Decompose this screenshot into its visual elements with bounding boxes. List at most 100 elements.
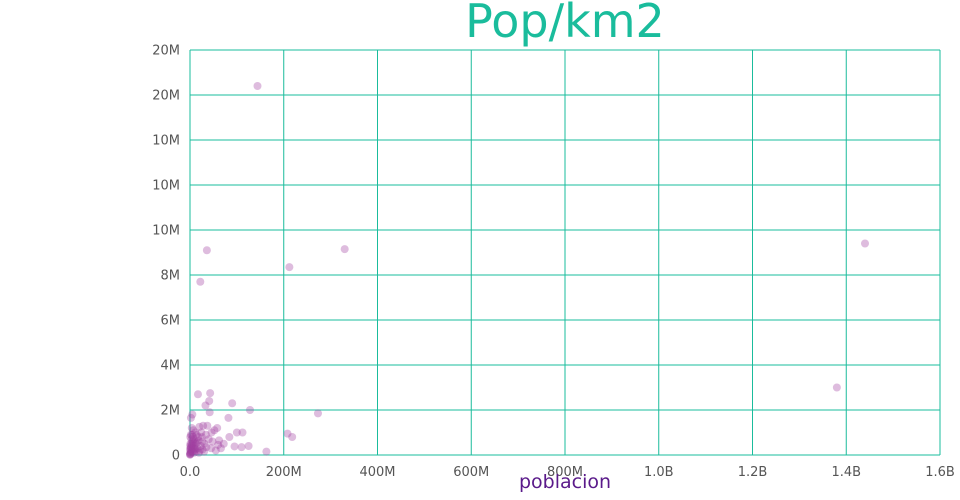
data-point [188,444,197,453]
data-point [187,440,196,449]
x-tick-label: 600M [453,465,489,480]
data-point [832,383,841,392]
data-point [186,433,195,441]
data-point [246,406,254,414]
y-tick-label: 10M [152,134,180,149]
data-point [210,426,219,435]
data-point [186,449,195,458]
data-point [195,422,204,431]
data-point [200,439,209,448]
data-point [313,409,322,418]
data-point [288,433,297,441]
data-point [228,399,237,408]
y-axis-ticks: 0 2M 4M 6M 8M 10M 10M 10M 20M 20M [152,44,180,464]
data-point [186,446,195,455]
data-point [189,426,198,435]
data-point [196,277,205,286]
y-tick-label: 0 [172,449,180,464]
data-point [201,401,210,410]
y-tick-label: 8M [161,269,181,284]
data-point [225,433,234,441]
data-point [215,436,224,445]
x-tick-label: 200M [266,465,302,480]
data-point [196,442,205,450]
y-tick-label: 4M [161,359,181,374]
data-point [197,428,206,437]
data-point [198,437,207,446]
data-point [232,428,241,437]
data-point [186,450,195,459]
y-tick-label: 10M [152,179,180,194]
data-point [190,437,199,446]
data-point [340,245,349,254]
data-point [194,433,203,441]
data-point [186,413,195,422]
x-tick-label: 1.0B [644,465,674,480]
x-tick-label: 800M [547,465,583,480]
data-point [195,446,204,455]
data-point [189,438,198,447]
data-point [262,447,271,456]
data-point [285,263,294,272]
data-point [202,246,211,255]
data-point [207,444,216,453]
data-point [197,433,206,441]
y-tick-label: 20M [152,44,180,59]
y-tick-label: 6M [161,314,181,329]
data-point [187,448,196,457]
data-point [216,444,225,453]
data-point [194,448,203,457]
x-axis-label: poblacion [518,471,612,493]
data-point [253,82,262,90]
data-point [230,442,239,451]
data-point [188,437,197,446]
data-point [186,444,195,453]
x-tick-label: 1.6B [925,465,955,480]
data-point [202,443,211,452]
data-point [191,445,200,454]
data-point [187,439,196,448]
x-axis-ticks: 0.0 200M 400M 600M 800M 1.0B 1.2B 1.4B 1.6B [180,465,955,480]
data-point [238,428,247,437]
data-points [186,82,869,459]
data-point [283,429,292,438]
data-point [186,448,195,457]
x-tick-label: 400M [359,465,395,480]
data-point [189,433,198,441]
data-point [188,447,197,456]
data-point [190,446,199,455]
x-tick-label: 0.0 [180,465,201,480]
data-point [224,413,233,422]
data-point [219,439,228,448]
data-point [188,430,197,439]
y-tick-label: 2M [161,404,181,419]
data-point [186,450,195,459]
x-tick-label: 1.2B [738,465,768,480]
data-point [188,410,197,419]
data-point [187,435,196,444]
data-point [213,424,222,432]
data-point [861,239,869,248]
data-point [186,442,195,450]
data-point [186,449,195,458]
data-point [203,421,212,430]
data-point [237,443,246,452]
data-point [193,444,202,453]
data-point [189,442,198,450]
data-point [193,390,202,399]
data-point [193,438,202,447]
y-tick-label: 20M [152,89,180,104]
x-tick-label: 1.4B [831,465,861,480]
data-point [214,440,223,449]
data-point [205,397,214,405]
data-point [211,446,220,455]
y-tick-label: 10M [152,224,180,239]
data-point [208,437,217,446]
data-point [206,389,215,398]
data-point [194,436,203,445]
data-point [191,428,200,437]
data-point [190,444,199,453]
data-point [186,430,195,439]
data-point [191,439,200,448]
